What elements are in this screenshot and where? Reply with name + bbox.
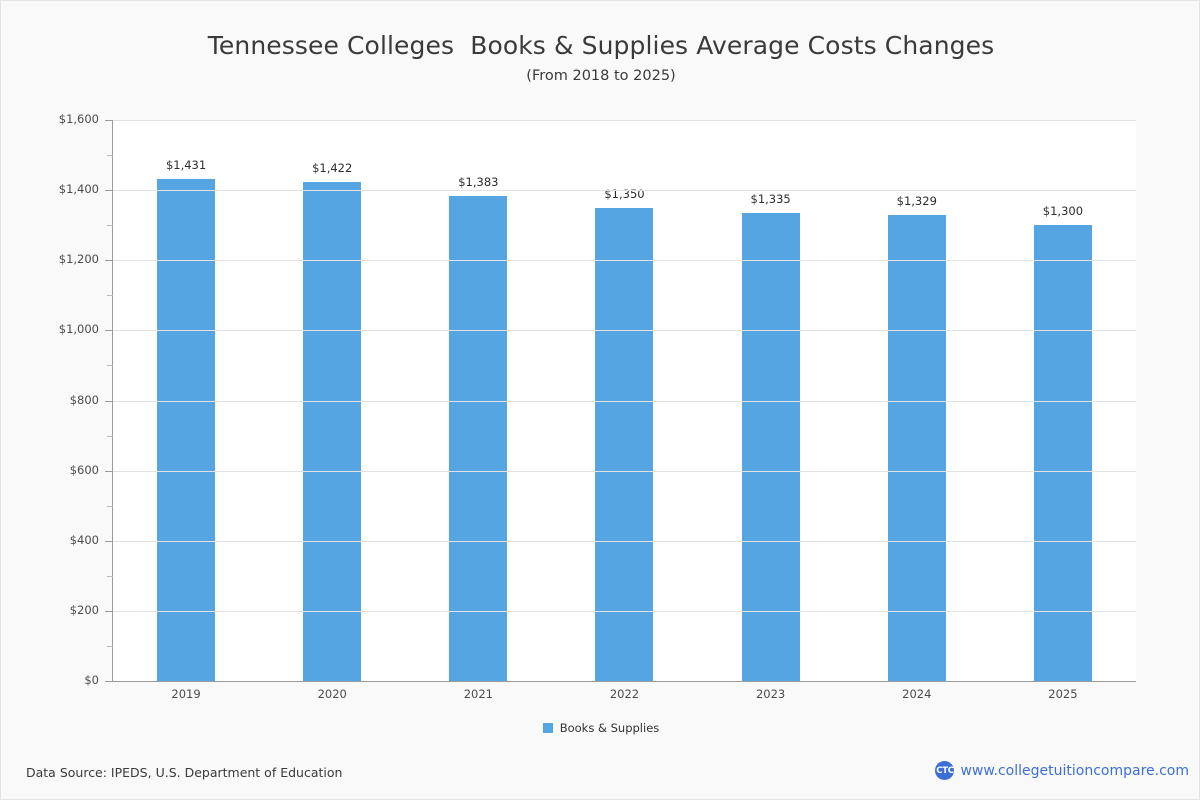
bar-value-label: $1,350: [604, 186, 645, 201]
y-axis-minor-tick: [107, 295, 113, 296]
y-axis-tick-label: $1,400: [58, 182, 99, 196]
gridline: [113, 330, 1136, 331]
y-axis-tick: [105, 401, 113, 402]
bar[interactable]: [595, 207, 654, 681]
y-axis-tick: [105, 190, 113, 191]
y-axis-tick-label: $1,000: [58, 322, 99, 336]
gridline: [113, 401, 1136, 402]
bar-value-label: $1,383: [458, 175, 499, 190]
bar-group: $1,383: [405, 120, 551, 681]
gridline: [113, 471, 1136, 472]
y-axis-tick: [105, 260, 113, 261]
y-axis-tick: [105, 611, 113, 612]
gridline: [113, 611, 1136, 612]
bar-group: $1,422: [259, 120, 405, 681]
y-axis-tick-label: $800: [69, 393, 99, 407]
y-axis-tick-label: $400: [69, 533, 99, 547]
y-axis-tick-label: $1,600: [58, 112, 99, 126]
bar-group: $1,431: [113, 120, 259, 681]
y-axis-tick-label: $0: [84, 673, 99, 687]
bar-value-label: $1,431: [165, 158, 207, 173]
y-axis-tick-label: $200: [69, 603, 99, 617]
bar-group: $1,335: [698, 120, 844, 681]
legend-label-books-supplies: Books & Supplies: [559, 721, 660, 735]
y-axis-tick: [105, 120, 113, 121]
brand-link[interactable]: CTC www.collegetuitioncompare.com: [935, 761, 1189, 780]
y-axis-tick: [105, 330, 113, 331]
gridline: [113, 190, 1136, 191]
y-axis-minor-tick: [107, 155, 113, 156]
bars-layer: $1,431 $1,422 $1,383 $1,350 $1,335 $1,329 $1,3…: [113, 120, 1136, 681]
y-axis-minor-tick: [107, 646, 113, 647]
legend-swatch-books-supplies: [542, 723, 553, 733]
bar[interactable]: [887, 215, 946, 681]
x-axis-tick-label: 2021: [463, 687, 493, 701]
bar-value-label: $1,335: [750, 191, 791, 206]
y-axis-tick-label: $1,200: [58, 252, 99, 266]
x-axis-tick-label: 2020: [317, 687, 347, 701]
y-axis-tick: [105, 681, 113, 682]
brand-url-label[interactable]: www.collegetuitioncompare.com: [960, 762, 1189, 779]
bar[interactable]: [1033, 225, 1092, 681]
y-axis-minor-tick: [107, 576, 113, 577]
bar-value-label: $1,422: [312, 161, 353, 176]
title-block: Tennessee Colleges Books & Supplies Aver…: [1, 31, 1200, 84]
gridline: [113, 260, 1136, 261]
chart-legend: Books & Supplies: [1, 721, 1200, 735]
gridline: [113, 120, 1136, 121]
y-axis-minor-tick: [107, 506, 113, 507]
bar-group: $1,300: [990, 120, 1136, 681]
bar[interactable]: [303, 182, 362, 681]
y-axis-minor-tick: [107, 225, 113, 226]
y-axis-tick: [105, 541, 113, 542]
ctc-logo-icon: CTC: [935, 761, 955, 780]
page-title: Tennessee Colleges Books & Supplies Aver…: [207, 31, 995, 60]
x-axis-line: [112, 681, 1136, 682]
bar[interactable]: [449, 196, 508, 681]
bar-value-label: $1,329: [896, 194, 937, 209]
data-source-note: Data Source: IPEDS, U.S. Department of E…: [26, 765, 343, 780]
x-axis-tick-label: 2025: [1048, 687, 1078, 701]
gridline: [113, 541, 1136, 542]
chart-subtitle: (From 2018 to 2025): [526, 68, 676, 84]
x-axis-tick-label: 2022: [609, 687, 640, 701]
x-axis-tick-label: 2019: [171, 687, 201, 701]
bar-group: $1,329: [844, 120, 990, 681]
bar[interactable]: [157, 179, 216, 681]
y-axis-tick: [105, 471, 113, 472]
bar-group: $1,350: [551, 120, 697, 681]
x-axis-tick-label: 2023: [755, 687, 786, 701]
x-axis-tick-label: 2024: [902, 687, 932, 701]
y-axis-minor-tick: [107, 436, 113, 437]
y-axis-tick-label: $600: [69, 463, 99, 477]
bar[interactable]: [741, 212, 800, 681]
y-axis-minor-tick: [107, 365, 113, 366]
bar-value-label: $1,300: [1042, 204, 1084, 219]
